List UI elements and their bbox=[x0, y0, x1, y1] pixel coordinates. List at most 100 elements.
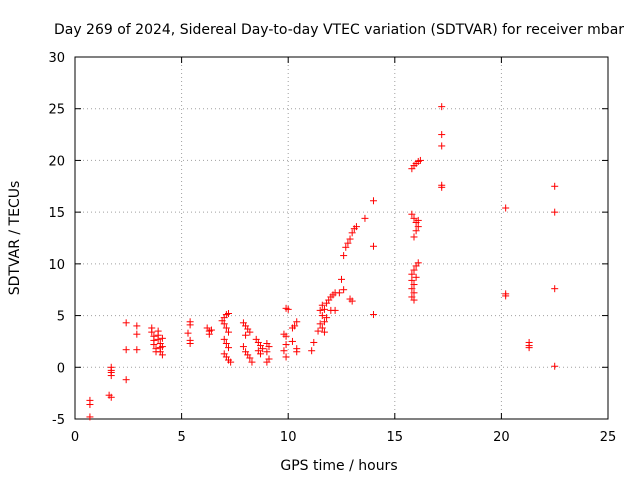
data-point bbox=[320, 318, 328, 326]
data-point bbox=[408, 270, 416, 278]
data-point bbox=[348, 297, 356, 305]
data-point bbox=[410, 289, 418, 297]
grid-lines bbox=[75, 57, 608, 419]
data-point bbox=[340, 286, 348, 294]
plot-area-frame bbox=[74, 56, 609, 420]
data-point bbox=[227, 358, 235, 366]
data-point bbox=[412, 273, 420, 281]
data-point bbox=[107, 372, 115, 380]
data-point bbox=[225, 310, 233, 318]
axis-ticks: 0 5 10 15 20 25 -5 0 5 10 15 20 25 30 bbox=[48, 51, 616, 445]
y-tick-label: 20 bbox=[48, 154, 65, 169]
data-point bbox=[186, 321, 194, 329]
data-point bbox=[158, 343, 166, 351]
data-point bbox=[86, 413, 94, 421]
data-point bbox=[438, 131, 446, 139]
data-point bbox=[154, 335, 162, 343]
x-tick-label: 15 bbox=[387, 430, 404, 445]
data-point bbox=[338, 275, 345, 283]
data-point bbox=[263, 348, 271, 356]
x-tick-label: 10 bbox=[280, 430, 297, 445]
data-point bbox=[256, 350, 264, 358]
data-point bbox=[122, 319, 130, 327]
data-point bbox=[369, 242, 377, 250]
data-point bbox=[186, 339, 194, 347]
data-point bbox=[246, 354, 254, 362]
x-tick-label: 20 bbox=[493, 430, 510, 445]
x-tick-label: 25 bbox=[600, 430, 617, 445]
data-point bbox=[148, 328, 156, 336]
data-point bbox=[410, 296, 418, 304]
data-point bbox=[331, 306, 339, 314]
data-point bbox=[525, 344, 533, 352]
data-point bbox=[344, 239, 352, 247]
data-point bbox=[242, 331, 250, 339]
data-point bbox=[282, 353, 290, 361]
data-point bbox=[412, 227, 420, 235]
data-point bbox=[86, 401, 94, 409]
data-point bbox=[282, 341, 290, 349]
data-point bbox=[265, 343, 273, 351]
data-point bbox=[293, 348, 301, 356]
data-point bbox=[282, 332, 290, 340]
data-point bbox=[316, 320, 324, 328]
data-point bbox=[150, 341, 158, 349]
data-point bbox=[107, 393, 115, 401]
data-point bbox=[318, 324, 326, 332]
x-tick-label: 5 bbox=[177, 430, 185, 445]
data-point bbox=[122, 376, 130, 384]
data-point bbox=[225, 344, 233, 352]
data-point bbox=[248, 358, 256, 366]
data-point bbox=[323, 314, 331, 322]
data-point bbox=[369, 197, 377, 205]
data-point bbox=[502, 292, 510, 300]
data-point bbox=[408, 285, 416, 293]
data-point bbox=[263, 358, 271, 366]
data-point bbox=[220, 335, 228, 343]
data-point bbox=[551, 182, 559, 190]
data-point bbox=[291, 322, 299, 330]
data-point bbox=[314, 327, 322, 335]
data-point bbox=[414, 216, 422, 224]
data-point bbox=[410, 233, 418, 241]
data-point bbox=[369, 311, 377, 319]
data-point bbox=[414, 223, 422, 231]
data-point bbox=[438, 183, 446, 191]
data-point bbox=[502, 204, 510, 212]
data-points bbox=[86, 103, 559, 421]
data-point bbox=[220, 320, 228, 328]
data-point bbox=[352, 223, 360, 231]
data-point bbox=[361, 214, 369, 222]
data-point bbox=[551, 362, 559, 370]
data-point bbox=[225, 328, 233, 336]
data-point bbox=[410, 266, 418, 274]
data-point bbox=[320, 305, 328, 313]
data-point bbox=[318, 301, 326, 309]
data-point bbox=[259, 345, 267, 353]
data-point bbox=[414, 259, 422, 267]
y-tick-label: -5 bbox=[52, 413, 65, 428]
data-point bbox=[310, 338, 318, 346]
data-point bbox=[346, 235, 354, 243]
data-point bbox=[335, 289, 343, 297]
data-point bbox=[308, 347, 316, 355]
data-point bbox=[288, 337, 296, 345]
data-point bbox=[342, 243, 350, 251]
data-point bbox=[410, 281, 418, 289]
y-tick-label: 5 bbox=[57, 310, 65, 325]
data-point bbox=[438, 103, 446, 111]
data-point bbox=[239, 343, 247, 351]
y-tick-label: 25 bbox=[48, 103, 65, 118]
data-point bbox=[158, 351, 166, 359]
data-point bbox=[133, 346, 141, 354]
y-tick-label: 10 bbox=[48, 258, 65, 273]
data-point bbox=[316, 306, 324, 314]
y-tick-label: 15 bbox=[48, 206, 65, 221]
data-point bbox=[320, 328, 328, 336]
y-tick-label: 0 bbox=[57, 361, 65, 376]
data-point bbox=[205, 330, 213, 338]
data-point bbox=[122, 346, 130, 354]
data-point bbox=[348, 229, 356, 237]
data-point bbox=[207, 326, 215, 334]
